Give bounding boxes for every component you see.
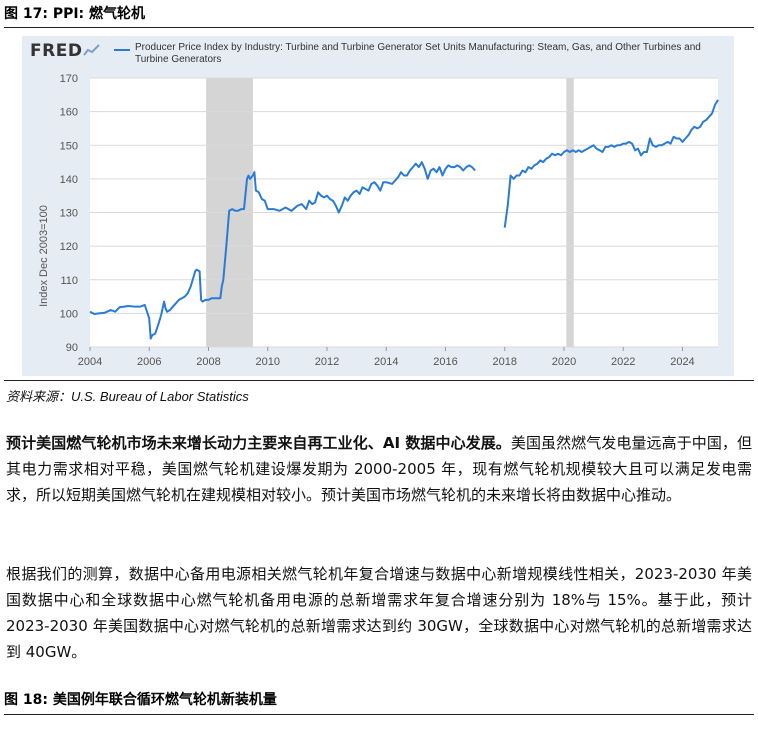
y-tick-label-170: 170: [60, 73, 78, 85]
x-tick-label-2018: 2018: [492, 356, 516, 368]
x-tick-label-2012: 2012: [315, 356, 339, 368]
x-tick-label-2004: 2004: [78, 356, 102, 368]
chart-bottom-rule: [4, 380, 754, 381]
x-tick-label-2006: 2006: [137, 356, 161, 368]
paragraph-2: 根据我们的测算，数据中心备用电源相关燃气轮机年复合增速与数据中心新增规模线性相关…: [6, 561, 752, 665]
paragraph-1: 预计美国燃气轮机市场未来增长动力主要来自再工业化、AI 数据中心发展。美国虽然燃…: [6, 430, 752, 508]
x-tick-label-2022: 2022: [611, 356, 635, 368]
x-tick-label-2010: 2010: [255, 356, 279, 368]
fred-logo: FRED: [30, 41, 83, 61]
paragraph-2-body: 根据我们的测算，数据中心备用电源相关燃气轮机年复合增速与数据中心新增规模线性相关…: [6, 565, 752, 661]
plot-area: 90 100 110 120 130 140 150 160 170 2004 2006 2008 20…: [60, 73, 719, 368]
figure-18-rule: [4, 714, 754, 715]
y-tick-label-130: 130: [60, 208, 78, 220]
x-tick-label-2008: 2008: [196, 356, 220, 368]
x-tick-label-2016: 2016: [433, 356, 457, 368]
x-tick-label-2020: 2020: [552, 356, 576, 368]
x-tick-label-2014: 2014: [374, 356, 398, 368]
chart-panel: FRED Producer Price Index by Industry: T…: [22, 36, 734, 376]
paragraph-1-lead: 预计美国燃气轮机市场未来增长动力主要来自再工业化、AI 数据中心发展。: [6, 434, 511, 452]
title-rule: [4, 27, 754, 28]
figure-17-title: 图 17: PPI: 燃气轮机: [4, 6, 146, 22]
y-tick-label-160: 160: [60, 107, 78, 119]
figure-18-title: 图 18: 美国例年联合循环燃气轮机新装机量: [4, 692, 277, 708]
y-tick-label-110: 110: [60, 275, 78, 287]
legend-swatch: [114, 49, 130, 51]
paragraph-1-body: 美国虽然燃气发电量远高于中国，但其电力需求相对平稳，美国燃气轮机建设爆发期为 2…: [6, 434, 752, 504]
source-note: 资料来源：U.S. Bureau of Labor Statistics: [6, 389, 249, 404]
fred-chart-icon: [83, 43, 101, 57]
y-tick-label-100: 100: [60, 308, 78, 320]
series-line-segment-1: [503, 99, 719, 228]
series-line-segment-0: [89, 161, 476, 340]
legend-label: Producer Price Index by Industry: Turbin…: [135, 42, 701, 65]
y-tick-label-150: 150: [60, 140, 78, 152]
y-tick-label-140: 140: [60, 174, 78, 186]
x-tick-label-2024: 2024: [670, 356, 694, 368]
y-tick-label-120: 120: [60, 241, 78, 253]
y-tick-label-90: 90: [66, 342, 78, 354]
